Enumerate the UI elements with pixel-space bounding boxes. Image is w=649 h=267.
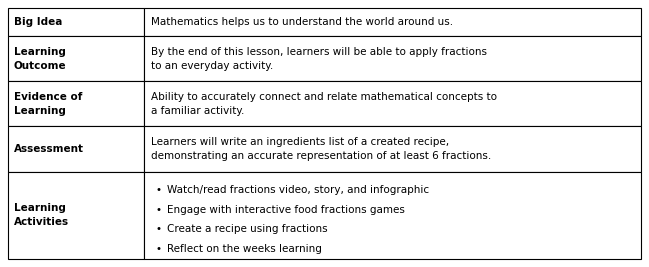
Text: Learning
Outcome: Learning Outcome — [14, 47, 67, 71]
Bar — [144, 81, 641, 127]
Text: Mathematics helps us to understand the world around us.: Mathematics helps us to understand the w… — [151, 17, 453, 27]
Bar — [144, 172, 641, 259]
Text: Learning
Activities: Learning Activities — [14, 203, 69, 227]
Text: •: • — [155, 205, 161, 215]
Bar — [144, 127, 641, 172]
Bar — [8, 81, 144, 127]
Bar — [8, 36, 144, 81]
Text: Ability to accurately connect and relate mathematical concepts to
a familiar act: Ability to accurately connect and relate… — [151, 92, 497, 116]
Text: Evidence of
Learning: Evidence of Learning — [14, 92, 82, 116]
Bar — [144, 36, 641, 81]
Bar — [8, 8, 144, 36]
Text: •: • — [155, 225, 161, 234]
Text: By the end of this lesson, learners will be able to apply fractions
to an everyd: By the end of this lesson, learners will… — [151, 47, 487, 71]
Text: Create a recipe using fractions: Create a recipe using fractions — [167, 225, 328, 234]
Text: Reflect on the weeks learning: Reflect on the weeks learning — [167, 244, 322, 254]
Bar — [8, 172, 144, 259]
Text: •: • — [155, 185, 161, 195]
Text: Big Idea: Big Idea — [14, 17, 62, 27]
Text: Learners will write an ingredients list of a created recipe,
demonstrating an ac: Learners will write an ingredients list … — [151, 137, 491, 161]
Bar — [8, 127, 144, 172]
Bar — [144, 8, 641, 36]
Text: Engage with interactive food fractions games: Engage with interactive food fractions g… — [167, 205, 405, 215]
Text: •: • — [155, 244, 161, 254]
Text: Assessment: Assessment — [14, 144, 84, 154]
Text: Watch/read fractions video, story, and infographic: Watch/read fractions video, story, and i… — [167, 185, 429, 195]
